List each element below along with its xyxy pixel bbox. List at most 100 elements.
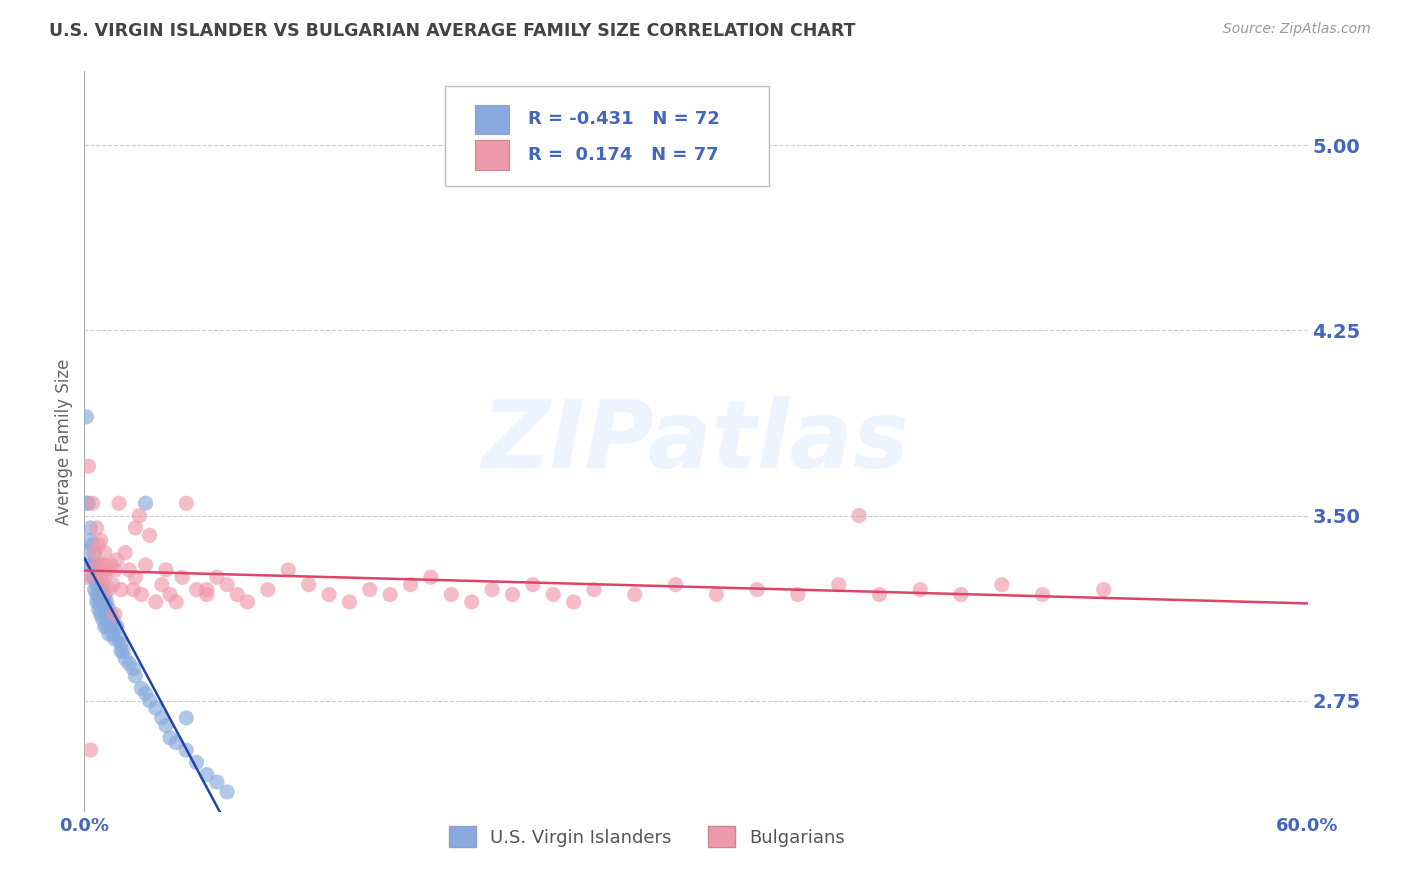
Point <box>165 736 187 750</box>
Point <box>155 718 177 732</box>
Point <box>110 582 132 597</box>
Point <box>624 588 647 602</box>
Point <box>205 570 228 584</box>
Point <box>96 620 118 634</box>
Point <box>87 577 110 591</box>
Point <box>150 711 173 725</box>
Point <box>583 582 606 597</box>
Point <box>77 459 100 474</box>
Point <box>124 521 146 535</box>
Point <box>114 546 136 560</box>
Point <box>747 582 769 597</box>
Point <box>83 570 105 584</box>
Point <box>86 588 108 602</box>
Point <box>138 694 160 708</box>
Point <box>79 521 101 535</box>
Point <box>112 644 135 658</box>
Point <box>86 595 108 609</box>
Point <box>90 607 112 622</box>
Point <box>83 558 105 572</box>
Point <box>172 570 194 584</box>
Point <box>440 588 463 602</box>
Point <box>75 409 97 424</box>
Point <box>100 558 122 572</box>
Text: ZIPatlas: ZIPatlas <box>482 395 910 488</box>
Point <box>90 570 112 584</box>
Point <box>257 582 280 597</box>
Point <box>79 533 101 548</box>
Point <box>91 595 114 609</box>
Point <box>380 588 402 602</box>
Point <box>97 602 120 616</box>
Point <box>420 570 443 584</box>
Point <box>86 570 108 584</box>
Point <box>101 577 124 591</box>
Point <box>787 588 810 602</box>
Point <box>174 496 197 510</box>
Point <box>75 496 97 510</box>
Point <box>104 632 127 646</box>
Point <box>277 563 299 577</box>
Point <box>110 637 132 651</box>
Point <box>108 632 131 646</box>
Point <box>83 582 105 597</box>
Point <box>186 756 208 770</box>
Point <box>96 607 118 622</box>
Point <box>96 563 118 577</box>
Point <box>399 577 422 591</box>
Point <box>991 577 1014 591</box>
Y-axis label: Average Family Size: Average Family Size <box>55 359 73 524</box>
Point <box>174 711 197 725</box>
Point <box>101 612 124 626</box>
Point <box>105 553 128 567</box>
Point <box>87 563 110 577</box>
Point <box>195 767 218 781</box>
Point <box>91 558 114 572</box>
Point <box>105 620 128 634</box>
Point <box>79 743 101 757</box>
Bar <box>475 140 509 169</box>
Point <box>93 570 115 584</box>
Point <box>150 577 173 591</box>
Point <box>86 577 108 591</box>
Point <box>138 528 160 542</box>
Point <box>122 662 145 676</box>
Point <box>86 558 108 572</box>
Point <box>706 588 728 602</box>
Point <box>77 546 100 560</box>
Point <box>87 588 110 602</box>
Point <box>79 558 101 572</box>
FancyBboxPatch shape <box>446 87 769 186</box>
Point <box>91 612 114 626</box>
Point <box>77 496 100 510</box>
Point <box>86 558 108 572</box>
Point <box>87 602 110 616</box>
Point <box>124 570 146 584</box>
Point <box>828 577 851 591</box>
Point <box>217 577 239 591</box>
Point <box>83 546 105 560</box>
Point <box>195 582 218 597</box>
Point <box>91 602 114 616</box>
Point <box>186 582 208 597</box>
Point <box>82 496 104 510</box>
Point <box>665 577 688 591</box>
Point <box>848 508 870 523</box>
Point <box>101 627 124 641</box>
Point <box>562 595 585 609</box>
Point <box>90 570 112 584</box>
Point <box>104 563 127 577</box>
Point <box>131 588 153 602</box>
Point <box>90 588 112 602</box>
Point <box>145 595 167 609</box>
Point <box>124 669 146 683</box>
Point <box>159 588 181 602</box>
Point <box>93 558 115 572</box>
Point <box>104 607 127 622</box>
Point <box>122 582 145 597</box>
Point <box>159 731 181 745</box>
Point <box>502 588 524 602</box>
Text: U.S. VIRGIN ISLANDER VS BULGARIAN AVERAGE FAMILY SIZE CORRELATION CHART: U.S. VIRGIN ISLANDER VS BULGARIAN AVERAG… <box>49 22 856 40</box>
Point <box>298 577 321 591</box>
Point <box>910 582 932 597</box>
